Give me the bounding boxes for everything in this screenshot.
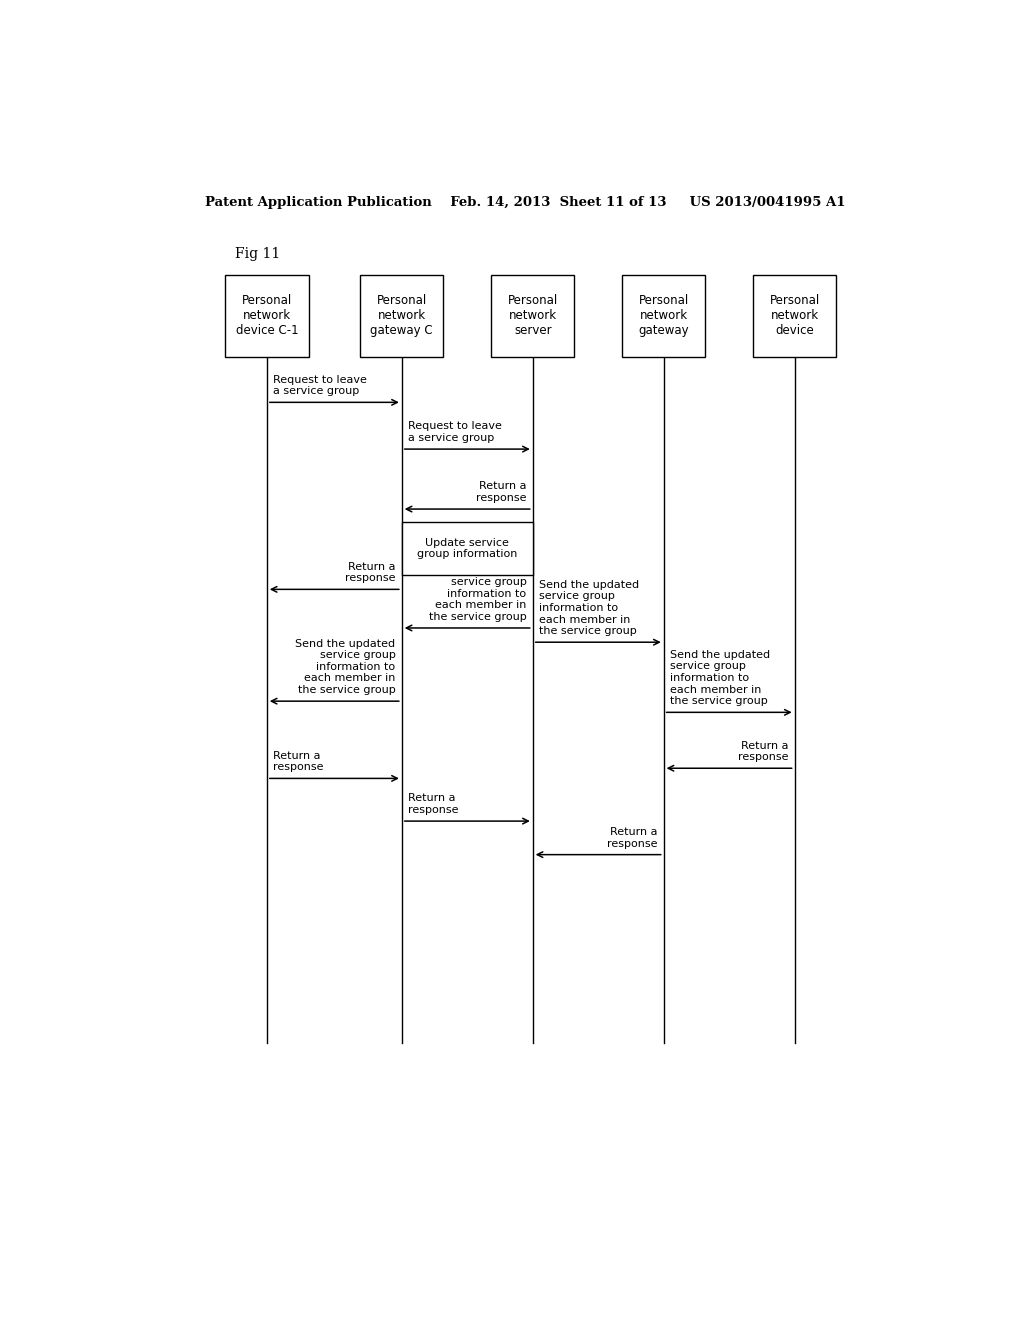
Text: Personal
network
gateway: Personal network gateway <box>638 294 689 338</box>
Text: Send the updated
service group
information to
each member in
the service group: Send the updated service group informati… <box>670 649 770 706</box>
Bar <box>225 276 308 356</box>
Text: Request to leave
a service group: Request to leave a service group <box>409 421 502 444</box>
Text: Send the updated
service group
information to
each member in
the service group: Send the updated service group informati… <box>295 639 395 696</box>
Text: Return a
response: Return a response <box>345 561 395 583</box>
Text: Personal
network
device: Personal network device <box>769 294 820 338</box>
Text: Update service
group information: Update service group information <box>417 537 517 560</box>
Text: Personal
network
server: Personal network server <box>508 294 558 338</box>
Text: Return a
response: Return a response <box>409 793 459 814</box>
Text: Personal
network
device C-1: Personal network device C-1 <box>236 294 298 338</box>
Text: Return a
response: Return a response <box>737 741 788 762</box>
Bar <box>753 276 837 356</box>
Bar <box>401 523 532 576</box>
Text: Return a
response: Return a response <box>273 751 324 772</box>
Text: Fig 11: Fig 11 <box>236 247 281 261</box>
Text: Request to leave
a service group: Request to leave a service group <box>273 375 367 396</box>
Bar <box>360 276 443 356</box>
Bar <box>492 276 574 356</box>
Text: Patent Application Publication    Feb. 14, 2013  Sheet 11 of 13     US 2013/0041: Patent Application Publication Feb. 14, … <box>205 195 845 209</box>
Text: Return a
response: Return a response <box>607 826 657 849</box>
Bar <box>622 276 706 356</box>
Text: Return a
response: Return a response <box>476 482 526 503</box>
Text: Send the updated
service group
information to
each member in
the service group: Send the updated service group informati… <box>539 579 639 636</box>
Text: Send the updated
service group
information to
each member in
the service group: Send the updated service group informati… <box>426 565 526 622</box>
Text: Personal
network
gateway C: Personal network gateway C <box>371 294 433 338</box>
